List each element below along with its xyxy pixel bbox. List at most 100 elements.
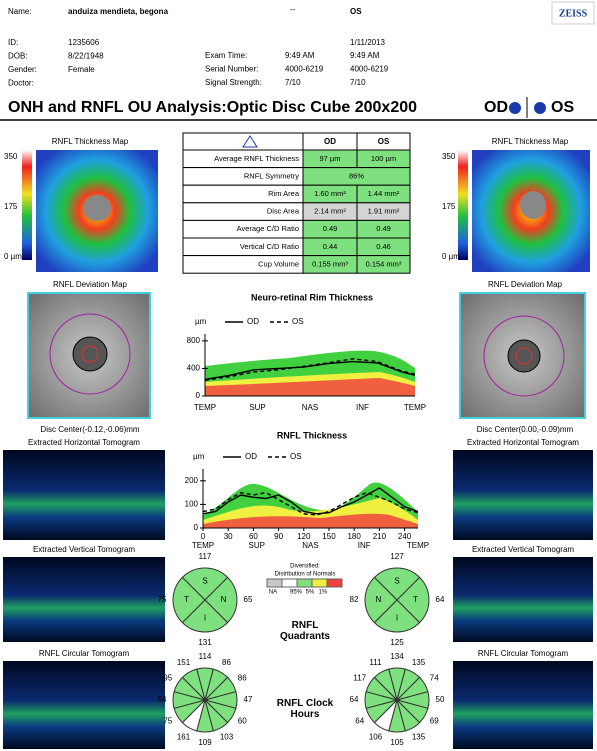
cell-value: 0.49 (323, 224, 338, 233)
field-value: 1235606 (68, 38, 100, 47)
eye: OS (350, 7, 362, 16)
row-label: Average RNFL Thickness (214, 154, 299, 163)
field-label: DOB: (8, 52, 28, 61)
row-label: Vertical C/D Ratio (240, 242, 299, 251)
exam-os: 7/10 (350, 78, 366, 87)
quadrant-value: 65 (244, 595, 253, 604)
legend-label: 1% (319, 590, 328, 596)
y-tick-label: 0 (196, 391, 201, 400)
cell-value: 0.49 (376, 224, 391, 233)
field-value: 8/22/1948 (68, 52, 104, 61)
x-region-label: SUP (249, 403, 265, 412)
x-region-label: NAS (302, 541, 318, 550)
legend-label: OS (292, 317, 304, 326)
exam-os: 9:49 AM (350, 51, 380, 60)
patient-name: anduiza mendieta, begona (68, 7, 169, 16)
quadrant-value: 125 (390, 638, 404, 647)
tomo-title: Extracted Horizontal Tomogram (467, 438, 579, 447)
field-label: Gender: (8, 65, 37, 74)
x-region-label: TEMP (194, 403, 216, 412)
chart-title: RNFL Thickness (277, 430, 347, 440)
tomo-title: Extracted Vertical Tomogram (33, 545, 135, 554)
clock-value: 75 (163, 717, 172, 726)
x-region-label: SUP (249, 541, 265, 550)
clock-value: 95 (163, 674, 172, 683)
x-tick-label: 30 (224, 532, 233, 541)
map-title: RNFL Thickness Map (492, 137, 569, 146)
tomogram (453, 557, 593, 642)
scale-bar (458, 150, 468, 260)
tomogram (3, 450, 165, 540)
quadrant-letter: S (202, 577, 207, 586)
legend-label: OS (290, 452, 302, 461)
quadrant-letter: S (394, 577, 399, 586)
page: Name: anduiza mendieta, begona -- OS 1/1… (0, 0, 597, 751)
os-icon (534, 102, 546, 114)
legend-swatch (297, 579, 312, 587)
clock-value: 50 (436, 695, 445, 704)
column-head: OS (378, 137, 390, 146)
clock-value: 64 (355, 717, 364, 726)
exam-od: 7/10 (285, 78, 301, 87)
quadrant-letter: N (376, 595, 382, 604)
y-tick-label: 100 (185, 500, 199, 509)
od-icon (509, 102, 521, 114)
row-label: Cup Volume (258, 259, 299, 268)
y-tick-label: 0 (194, 523, 199, 532)
report-title: ONH and RNFL OU Analysis:Optic Disc Cube… (8, 99, 417, 116)
tomo-title: RNFL Circular Tomogram (478, 649, 569, 658)
x-region-label: INF (358, 541, 371, 550)
x-tick-label: 120 (297, 532, 311, 541)
scale-label: 0 µm (442, 252, 460, 261)
od-label: OD (484, 99, 508, 116)
table-header (183, 133, 410, 150)
x-region-label: TEMP (192, 541, 214, 550)
exam-od: 4000-6219 (285, 65, 324, 74)
legend-swatch (282, 579, 297, 587)
clock-value: 86 (222, 658, 231, 667)
x-tick-label: 150 (322, 532, 336, 541)
quadrant-letter: N (221, 595, 227, 604)
exam-label: Signal Strength: (205, 78, 262, 87)
cell-value: 1.44 mm² (368, 189, 400, 198)
tomo-title: RNFL Circular Tomogram (39, 649, 130, 658)
clock-value: 60 (238, 717, 247, 726)
y-tick-label: 800 (187, 336, 201, 345)
clock-value: 74 (430, 674, 439, 683)
disc (520, 191, 546, 219)
disc (83, 195, 111, 221)
scale-label: 175 (442, 202, 456, 211)
dash: -- (290, 5, 296, 14)
clock-value: 134 (390, 652, 404, 661)
legend-title: Distribution of Normals (275, 572, 336, 578)
clock-value: 64 (350, 695, 359, 704)
clock-value: 135 (412, 658, 426, 667)
cell-value: 0.44 (323, 242, 338, 251)
clock-value: 161 (177, 732, 191, 741)
legend-label: NA (269, 590, 277, 596)
scale-bar (22, 150, 32, 260)
legend-label: 95% (290, 590, 303, 596)
x-tick-label: 210 (373, 532, 387, 541)
map-title: RNFL Deviation Map (53, 280, 128, 289)
clock-value: 111 (369, 658, 382, 667)
cell-value: 2.14 mm² (314, 207, 346, 216)
logo: ZEISS (559, 8, 588, 19)
clock-value: 117 (353, 674, 366, 683)
legend-label: OD (247, 317, 259, 326)
field-value: Female (68, 65, 95, 74)
scale-label: 350 (4, 152, 18, 161)
tomogram (453, 661, 593, 749)
cell-value: 0.155 mm³ (312, 259, 348, 268)
map-title: RNFL Deviation Map (488, 280, 563, 289)
exam-date: 1/11/2013 (350, 38, 386, 47)
clock-value: 114 (199, 652, 212, 661)
x-tick-label: 90 (274, 532, 283, 541)
clock-value: 106 (369, 732, 383, 741)
y-tick-label: 200 (185, 476, 199, 485)
disc (73, 337, 107, 371)
report: Name: anduiza mendieta, begona -- OS 1/1… (0, 0, 597, 751)
x-tick-label: 180 (347, 532, 361, 541)
quadrant-letter: I (396, 614, 398, 623)
disc-center: Disc Center(0.00,-0.09)mm (477, 425, 574, 434)
